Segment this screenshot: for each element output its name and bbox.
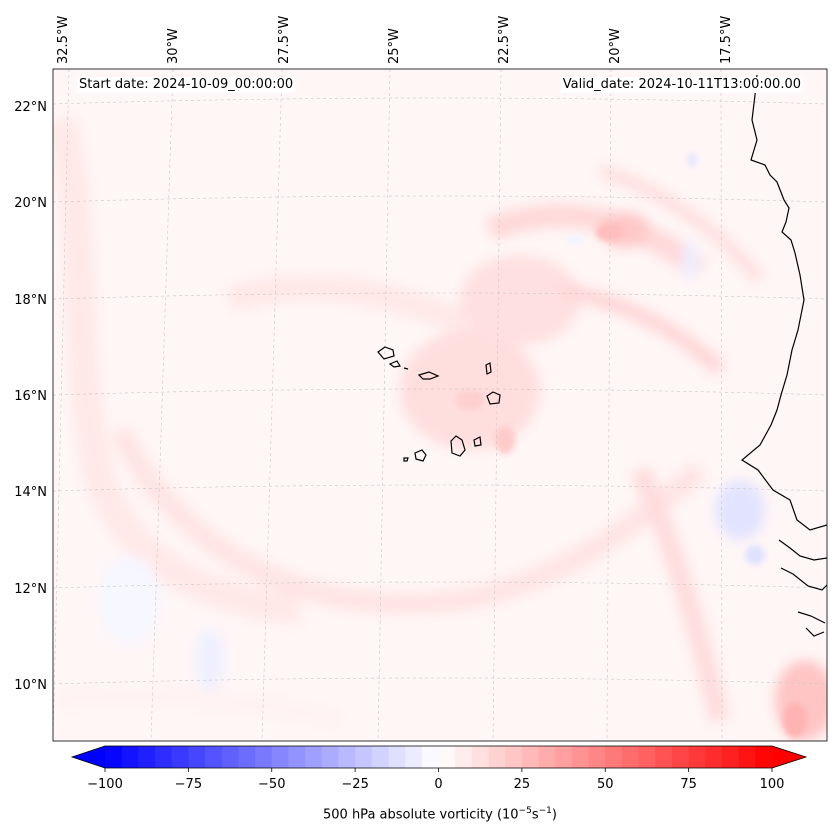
colorbar-ticks: −100 −75 −50 −25 0 25 50 75 100 — [87, 768, 784, 792]
colorbar-swatch — [321, 746, 339, 768]
colorbar-swatch — [655, 746, 673, 768]
colorbar-swatch — [588, 746, 606, 768]
colorbar-label-unit: s — [531, 807, 539, 823]
lat-label: 14°N — [14, 485, 47, 500]
colorbar-swatch — [521, 746, 540, 768]
lat-label: 16°N — [14, 389, 47, 404]
lon-label: 20°W — [608, 28, 623, 64]
lat-label: 20°N — [14, 196, 47, 211]
colorbar-tick-label: −25 — [341, 777, 368, 792]
colorbar-swatch — [455, 746, 473, 768]
map-frame — [52, 68, 828, 742]
lat-label: 22°N — [14, 100, 47, 115]
colorbar-swatch — [155, 746, 173, 768]
colorbar-swatch — [671, 746, 690, 768]
colorbar-swatch — [755, 746, 773, 768]
colorbar-tick-label: 25 — [514, 777, 531, 792]
colorbar-tick-label: 50 — [597, 777, 614, 792]
lat-label: 12°N — [14, 582, 47, 597]
graticule — [53, 69, 827, 741]
colorbar-swatch — [538, 746, 556, 768]
colorbar-swatch — [305, 746, 323, 768]
colorbar-swatch — [338, 746, 356, 768]
colorbar-swatch — [721, 746, 740, 768]
colorbar-min-extend — [72, 746, 105, 768]
colorbar-tick-label: −75 — [175, 777, 202, 792]
lon-label: 32.5°W — [56, 16, 71, 64]
colorbar-swatch — [555, 746, 573, 768]
colorbar-swatch — [738, 746, 756, 768]
colorbar-tick-label: 100 — [760, 777, 785, 792]
map-panel — [53, 69, 827, 741]
colorbar-max-extend — [772, 746, 806, 768]
valid-date-label: Valid_date: 2024-10-11T13:00:00.00 — [560, 77, 803, 93]
colorbar-swatch — [255, 746, 273, 768]
colorbar-label-end: ) — [551, 807, 557, 823]
colorbar-swatch — [421, 746, 439, 768]
lat-label: 10°N — [14, 678, 47, 693]
colorbar-swatch — [505, 746, 523, 768]
colorbar-tick-label: −100 — [87, 777, 123, 792]
colorbar-swatch — [488, 746, 506, 768]
colorbar-tick-label: 75 — [680, 777, 697, 792]
lon-label: 17.5°W — [719, 16, 734, 64]
cape-verde-islands — [377, 346, 501, 462]
colorbar-swatch — [638, 746, 656, 768]
colorbar-tick-label: 0 — [434, 777, 442, 792]
start-date-label: Start date: 2024-10-09_00:00:00 — [77, 77, 296, 93]
colorbar-swatch — [138, 746, 156, 768]
longitude-labels: 32.5°W 30°W 27.5°W 25°W 22.5°W 20°W 17.5… — [56, 16, 734, 64]
colorbar-swatch — [438, 746, 456, 768]
colorbar-swatch — [471, 746, 490, 768]
colorbar-tick-label: −50 — [258, 777, 285, 792]
colorbar-swatch — [238, 746, 256, 768]
colorbar: −100 −75 −50 −25 0 25 50 75 100 — [70, 745, 808, 792]
lon-label: 30°W — [166, 28, 181, 64]
colorbar-swatch — [688, 746, 706, 768]
colorbar-swatch — [621, 746, 640, 768]
lat-label: 18°N — [14, 293, 47, 308]
coastlines — [740, 74, 827, 637]
latitude-labels: 22°N 20°N 18°N 16°N 14°N 12°N 10°N — [14, 100, 47, 693]
colorbar-swatch — [388, 746, 406, 768]
colorbar-swatch — [171, 746, 189, 768]
colorbar-swatch — [288, 746, 306, 768]
colorbar-swatch — [205, 746, 223, 768]
colorbar-swatch — [405, 746, 423, 768]
colorbar-swatch — [105, 746, 123, 768]
colorbar-label-exp2: −1 — [538, 806, 552, 816]
colorbar-label-exp1: −5 — [518, 806, 532, 816]
africa-coast — [740, 74, 827, 531]
lon-label: 25°W — [387, 28, 402, 64]
colorbar-swatch — [705, 746, 723, 768]
colorbar-swatch — [188, 746, 206, 768]
colorbar-label: 500 hPa absolute vorticity (10−5s−1) — [0, 806, 837, 822]
lon-label: 22.5°W — [497, 16, 512, 64]
colorbar-swatch — [371, 746, 389, 768]
colorbar-swatch — [605, 746, 623, 768]
colorbar-label-text: 500 hPa absolute vorticity (10 — [323, 807, 519, 823]
colorbar-swatch — [571, 746, 590, 768]
colorbar-swatch — [121, 746, 139, 768]
colorbar-swatch — [221, 746, 239, 768]
lon-label: 27.5°W — [277, 16, 292, 64]
colorbar-swatch — [355, 746, 373, 768]
vorticity-shading — [53, 115, 827, 740]
colorbar-swatches — [105, 746, 773, 768]
colorbar-swatch — [271, 746, 289, 768]
